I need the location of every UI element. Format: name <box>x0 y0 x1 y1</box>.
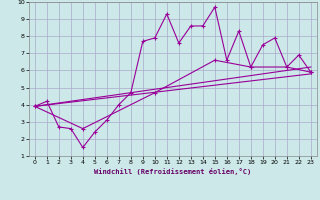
X-axis label: Windchill (Refroidissement éolien,°C): Windchill (Refroidissement éolien,°C) <box>94 168 252 175</box>
